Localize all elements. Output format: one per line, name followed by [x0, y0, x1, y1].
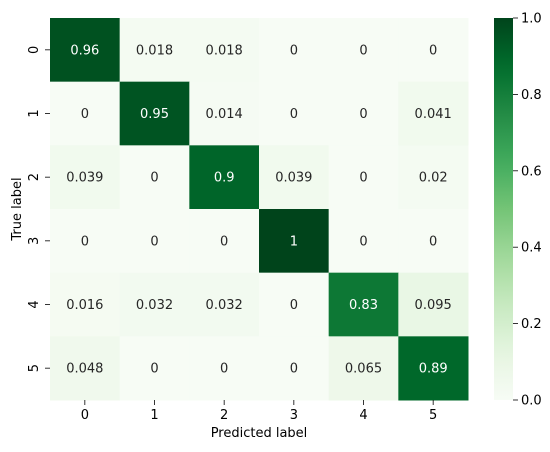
cell-value-label: 0.041 [415, 107, 452, 122]
heatmap-cell [328, 145, 399, 210]
cell-value-label: 0 [290, 298, 298, 313]
heatmap-cell [50, 145, 121, 210]
heatmap-cell [50, 336, 121, 401]
cell-value-label: 0 [150, 171, 158, 186]
cell-value-label: 0.02 [419, 171, 448, 186]
cell-value-label: 0.014 [206, 107, 243, 122]
y-tick-label: 2 [27, 173, 42, 181]
cell-value-label: 0.065 [345, 362, 382, 377]
cell-value-label: 0.89 [419, 362, 448, 377]
heatmap-cell [259, 209, 330, 274]
heatmap-cell [398, 18, 469, 83]
heatmap-cell [189, 81, 260, 146]
heatmap-cell [50, 81, 121, 146]
colorbar-tick-label: 0.8 [521, 88, 542, 103]
heatmap-cell [50, 209, 121, 274]
cell-value-label: 0.83 [349, 298, 378, 313]
y-tick-label: 0 [27, 46, 42, 54]
heatmap-cell [328, 336, 399, 401]
cell-value-label: 0 [359, 43, 367, 58]
cell-value-label: 0.039 [66, 171, 103, 186]
x-axis-label: Predicted label [211, 426, 308, 441]
heatmap-cell [259, 18, 330, 83]
y-tick-label: 1 [27, 109, 42, 117]
heatmap-cell [328, 18, 399, 83]
cell-value-label: 0 [429, 43, 437, 58]
colorbar-tick-label: 0.4 [521, 241, 542, 256]
heatmap-cell [189, 272, 260, 337]
cell-value-label: 0.018 [136, 43, 173, 58]
heatmap-cell [119, 272, 190, 337]
cell-value-label: 0 [290, 43, 298, 58]
cell-value-label: 0 [150, 362, 158, 377]
y-tick-label: 5 [27, 364, 42, 372]
heatmap-cell [328, 272, 399, 337]
x-tick-label: 4 [359, 408, 367, 423]
y-tick-label: 3 [27, 237, 42, 245]
colorbar-tick-label: 0.0 [521, 394, 542, 409]
cell-value-label: 0.032 [206, 298, 243, 313]
heatmap-cell [119, 81, 190, 146]
x-axis: 0 1 2 3 4 5 [81, 400, 437, 423]
y-axis: 0 1 2 3 4 5 [27, 46, 50, 372]
cell-value-label: 0 [290, 362, 298, 377]
x-tick-label: 2 [220, 408, 228, 423]
heatmap-cell [328, 81, 399, 146]
y-axis-label: True label [10, 177, 25, 241]
heatmap-cell [259, 272, 330, 337]
heatmap-cell [259, 336, 330, 401]
heatmap-cells [50, 18, 469, 401]
cell-value-label: 0.018 [206, 43, 243, 58]
cell-value-label: 0 [81, 107, 89, 122]
y-tick-label: 4 [27, 300, 42, 308]
cell-value-label: 0 [429, 234, 437, 249]
heatmap-cell [189, 336, 260, 401]
heatmap-cell [398, 81, 469, 146]
heatmap-cell [50, 18, 121, 83]
heatmap-cell [398, 145, 469, 210]
heatmap-cell [119, 18, 190, 83]
heatmap-cell [119, 209, 190, 274]
cell-value-label: 0.9 [214, 171, 235, 186]
x-tick-label: 5 [429, 408, 437, 423]
cell-value-label: 0 [81, 234, 89, 249]
cell-value-label: 0 [290, 107, 298, 122]
cell-value-label: 0 [150, 234, 158, 249]
heatmap-cell [119, 336, 190, 401]
heatmap-cell [398, 209, 469, 274]
cell-value-label: 0 [359, 107, 367, 122]
cell-value-label: 0.96 [70, 43, 99, 58]
cell-value-label: 0.048 [66, 362, 103, 377]
heatmap-cell [189, 18, 260, 83]
cell-value-label: 0.032 [136, 298, 173, 313]
cell-value-label: 0 [220, 362, 228, 377]
cell-value-label: 0 [359, 171, 367, 186]
cell-labels: 0.96 0.018 0.018 0 0 0 0 0.95 0.014 0 0 0.041 0.039 0… [66, 43, 452, 376]
cell-value-label: 0.016 [66, 298, 103, 313]
heatmap-cell [189, 145, 260, 210]
cell-value-label: 0 [220, 234, 228, 249]
heatmap-cell [398, 272, 469, 337]
heatmap-cell [259, 81, 330, 146]
colorbar: 0.0 0.2 0.4 0.6 0.8 1.0 [494, 12, 542, 409]
heatmap-cell [398, 336, 469, 401]
cell-value-label: 0.039 [275, 171, 312, 186]
colorbar-tick-label: 1.0 [521, 12, 542, 27]
colorbar-tick-label: 0.2 [521, 317, 542, 332]
colorbar-tick-label: 0.6 [521, 164, 542, 179]
heatmap-cell [328, 209, 399, 274]
heatmap-cell [50, 272, 121, 337]
cell-value-label: 0 [359, 234, 367, 249]
colorbar-gradient [494, 18, 513, 400]
x-tick-label: 3 [290, 408, 298, 423]
cell-value-label: 0.095 [415, 298, 452, 313]
x-tick-label: 0 [81, 408, 89, 423]
cell-value-label: 0.95 [140, 107, 169, 122]
heatmap-cell [119, 145, 190, 210]
heatmap-cell [259, 145, 330, 210]
x-tick-label: 1 [150, 408, 158, 423]
heatmap-cell [189, 209, 260, 274]
cell-value-label: 1 [290, 234, 298, 249]
